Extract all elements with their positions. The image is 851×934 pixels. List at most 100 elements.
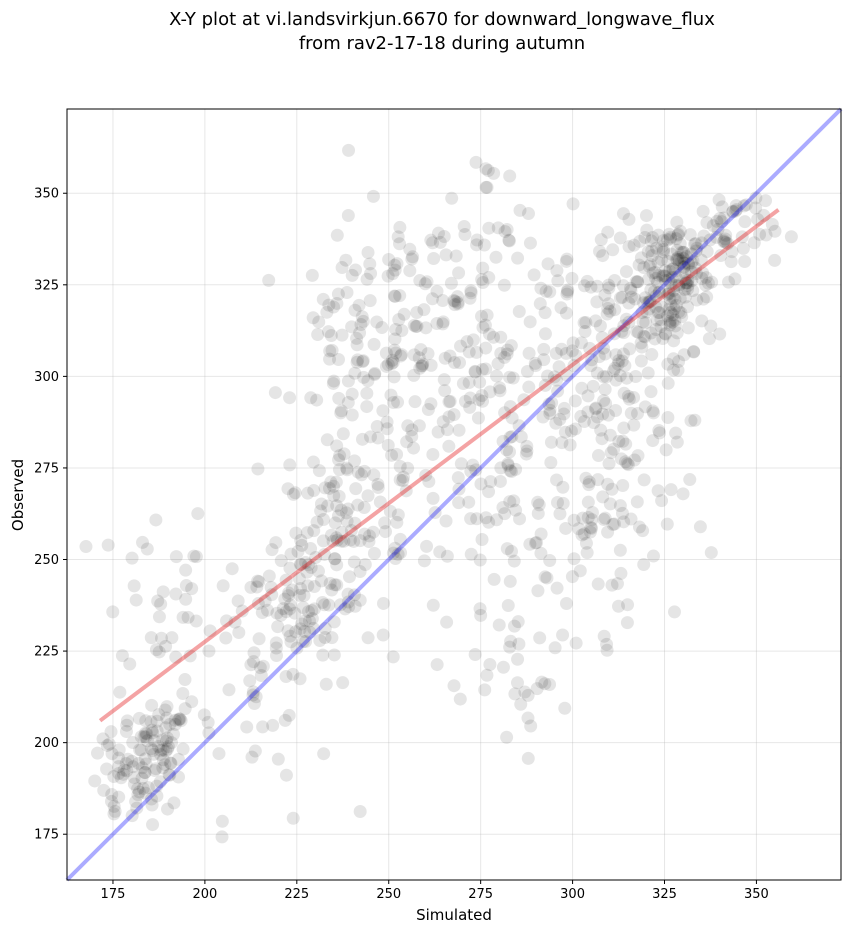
scatter-point xyxy=(156,733,170,747)
scatter-point xyxy=(494,461,508,475)
scatter-point xyxy=(613,369,627,383)
scatter-point xyxy=(282,586,296,600)
scatter-point xyxy=(596,490,610,504)
scatter-point xyxy=(179,563,193,577)
scatter-point xyxy=(304,542,318,556)
scatter-point xyxy=(247,697,261,711)
scatter-point xyxy=(430,284,444,298)
scatter-point xyxy=(543,553,557,567)
scatter-point xyxy=(502,234,516,248)
scatter-point xyxy=(575,381,589,395)
scatter-point xyxy=(722,275,736,289)
scatter-point xyxy=(501,457,515,471)
scatter-point xyxy=(438,384,452,398)
scatter-point xyxy=(309,551,323,565)
scatter-point xyxy=(681,321,695,335)
scatter-point xyxy=(664,247,678,261)
scatter-point xyxy=(615,324,629,338)
scatter-point xyxy=(391,547,405,561)
scatter-point xyxy=(158,758,172,772)
x-tick-label: 300 xyxy=(560,887,585,902)
scatter-point xyxy=(662,287,676,301)
scatter-point xyxy=(667,283,681,297)
scatter-point xyxy=(334,534,348,548)
scatter-point xyxy=(470,512,484,526)
scatter-point xyxy=(661,309,675,323)
scatter-point xyxy=(361,631,375,645)
scatter-point xyxy=(599,370,613,384)
scatter-point xyxy=(283,602,297,616)
scatter-point xyxy=(100,738,114,752)
scatter-point xyxy=(590,295,604,309)
scatter-point xyxy=(468,647,482,661)
scatter-point xyxy=(427,251,441,265)
scatter-point xyxy=(588,402,602,416)
scatter-point xyxy=(388,343,402,357)
scatter-point xyxy=(631,325,645,339)
scatter-point xyxy=(120,718,134,732)
scatter-point xyxy=(303,625,317,639)
scatter-point xyxy=(638,291,652,305)
scatter-point xyxy=(334,503,348,517)
scatter-point xyxy=(702,332,716,346)
scatter-point xyxy=(144,715,158,729)
scatter-point xyxy=(320,305,334,319)
scatter-point xyxy=(316,534,330,548)
scatter-point xyxy=(443,394,457,408)
scatter-point xyxy=(478,318,492,332)
scatter-point xyxy=(590,410,604,424)
scatter-point xyxy=(385,353,399,367)
scatter-point xyxy=(473,375,487,389)
scatter-point xyxy=(133,743,147,757)
scatter-point xyxy=(341,208,355,222)
scatter-point xyxy=(649,289,663,303)
scatter-point xyxy=(151,739,165,753)
scatter-point xyxy=(417,303,431,317)
scatter-point xyxy=(629,275,643,289)
scatter-point xyxy=(462,376,476,390)
scatter-point xyxy=(340,514,354,528)
scatter-point xyxy=(362,534,376,548)
scatter-point xyxy=(413,361,427,375)
scatter-point xyxy=(381,358,395,372)
scatter-point xyxy=(367,546,381,560)
scatter-point xyxy=(667,334,681,348)
scatter-point xyxy=(305,603,319,617)
scatter-point xyxy=(648,284,662,298)
scatter-point xyxy=(281,624,295,638)
scatter-point xyxy=(370,420,384,434)
scatter-point xyxy=(643,258,657,272)
scatter-point xyxy=(178,702,192,716)
scatter-point xyxy=(523,537,537,551)
scatter-point xyxy=(535,675,549,689)
scatter-point xyxy=(443,349,457,363)
scatter-point xyxy=(681,256,695,270)
scatter-point xyxy=(655,240,669,254)
scatter-point xyxy=(475,532,489,546)
scatter-point xyxy=(676,245,690,259)
scatter-point xyxy=(336,676,350,690)
scatter-point xyxy=(145,792,159,806)
scatter-point xyxy=(274,608,288,622)
scatter-point xyxy=(474,477,488,491)
scatter-point xyxy=(697,229,711,243)
scatter-point xyxy=(511,652,525,666)
scatter-point xyxy=(664,276,678,290)
scatter-point xyxy=(617,386,631,400)
scatter-point xyxy=(500,223,514,237)
scatter-point xyxy=(348,366,362,380)
scatter-point xyxy=(642,302,656,316)
scatter-point xyxy=(608,273,622,287)
scatter-point xyxy=(719,236,733,250)
scatter-point xyxy=(628,292,642,306)
scatter-point xyxy=(638,330,652,344)
scatter-point xyxy=(338,602,352,616)
scatter-point xyxy=(520,439,534,453)
scatter-point xyxy=(361,245,375,259)
scatter-point xyxy=(458,394,472,408)
scatter-point xyxy=(484,475,498,489)
scatter-point xyxy=(246,688,260,702)
scatter-point xyxy=(416,357,430,371)
scatter-point xyxy=(340,463,354,477)
scatter-point xyxy=(169,550,183,564)
